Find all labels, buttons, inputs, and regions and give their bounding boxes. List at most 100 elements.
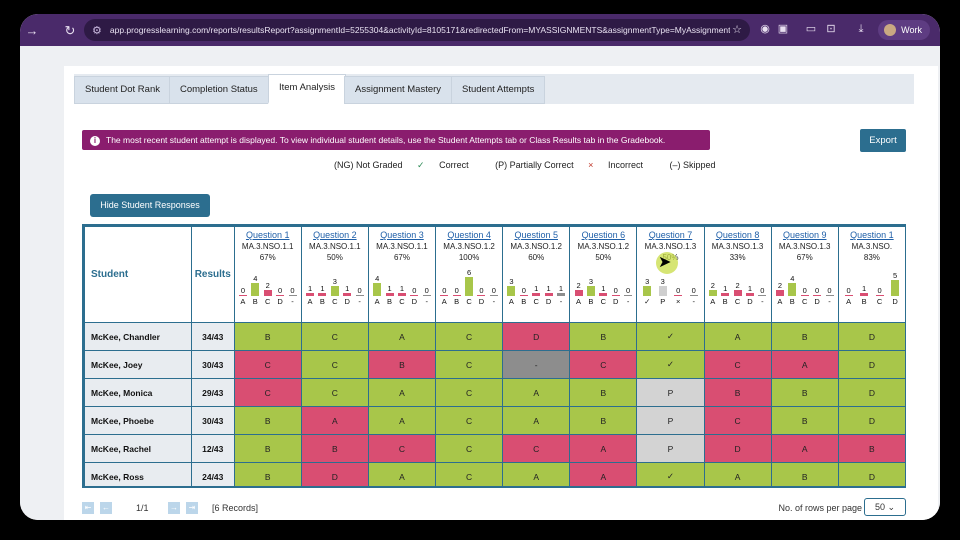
response-cell[interactable]: A <box>367 462 437 486</box>
response-cell[interactable]: C <box>367 434 437 463</box>
tab-completion-status[interactable]: Completion Status <box>169 76 269 104</box>
response-cell[interactable]: A <box>703 462 772 486</box>
rows-per-page-select[interactable]: 50 ⌄ <box>864 498 906 516</box>
response-cell[interactable]: P <box>636 434 705 463</box>
response-cell[interactable]: C <box>502 434 571 463</box>
response-cell[interactable]: C <box>435 322 504 351</box>
response-cell[interactable]: A <box>569 434 638 463</box>
response-cell[interactable]: A <box>367 378 437 407</box>
response-cell[interactable]: B <box>367 350 437 379</box>
response-cell[interactable]: C <box>233 350 302 379</box>
screen-share-icon[interactable]: ▭ <box>805 23 817 35</box>
response-cell[interactable]: B <box>770 378 839 407</box>
response-cell[interactable]: A <box>367 322 437 351</box>
response-cell[interactable]: B <box>233 434 302 463</box>
response-cell[interactable]: A <box>502 378 571 407</box>
question-link[interactable]: Question 9 <box>782 230 827 240</box>
response-cell[interactable]: B <box>770 322 839 351</box>
student-name[interactable]: McKee, Joey <box>84 350 192 379</box>
question-link[interactable]: Question 4 <box>447 230 491 240</box>
response-cell[interactable]: ✓ <box>636 350 705 379</box>
response-cell[interactable]: C <box>435 378 504 407</box>
reload-icon[interactable]: ↻ <box>64 23 76 38</box>
response-cell[interactable]: C <box>233 378 302 407</box>
response-cell[interactable]: A <box>300 406 369 435</box>
response-cell[interactable]: D <box>703 434 772 463</box>
puzzle-icon[interactable]: ▣ <box>777 23 789 35</box>
address-bar[interactable]: ⚙ app.progresslearning.com/reports/resul… <box>84 19 750 41</box>
last-page-icon[interactable]: ⇥ <box>186 502 198 514</box>
student-name[interactable]: McKee, Rachel <box>84 434 192 463</box>
extension-icon[interactable]: ◉ <box>760 23 770 35</box>
response-cell[interactable]: D <box>300 462 369 486</box>
response-cell[interactable]: C <box>703 350 772 379</box>
profile-chip[interactable]: Work <box>878 20 930 40</box>
response-cell[interactable]: B <box>569 322 638 351</box>
response-cell[interactable]: D <box>837 378 906 407</box>
response-cell[interactable]: D <box>837 322 906 351</box>
response-cell[interactable]: C <box>300 378 369 407</box>
response-cell[interactable]: C <box>300 350 369 379</box>
hide-student-responses-button[interactable]: Hide Student Responses <box>90 194 210 217</box>
response-cell[interactable]: A <box>703 322 772 351</box>
student-name[interactable]: McKee, Phoebe <box>84 406 192 435</box>
next-page-icon[interactable]: → <box>168 502 180 514</box>
response-cell[interactable]: ✓ <box>636 322 705 351</box>
response-cell[interactable]: C <box>435 434 504 463</box>
question-link[interactable]: Question 1 <box>850 230 894 240</box>
response-cell[interactable]: D <box>837 462 906 486</box>
response-cell[interactable]: B <box>569 378 638 407</box>
response-cell[interactable]: P <box>636 406 705 435</box>
response-cell[interactable]: C <box>300 322 369 351</box>
prev-page-icon[interactable]: ← <box>100 502 112 514</box>
response-cell[interactable]: B <box>569 406 638 435</box>
response-cell[interactable]: A <box>569 462 638 486</box>
response-cell[interactable]: B <box>770 462 839 486</box>
response-cell[interactable]: D <box>837 406 906 435</box>
response-cell[interactable]: C <box>435 350 504 379</box>
student-name[interactable]: McKee, Ross <box>84 462 192 486</box>
question-link[interactable]: Question 2 <box>313 230 357 240</box>
download-icon[interactable]: ⤓ <box>858 23 864 35</box>
response-cell[interactable]: D <box>502 322 571 351</box>
response-cell[interactable]: B <box>233 322 302 351</box>
response-cell[interactable]: C <box>435 406 504 435</box>
tab-student-attempts[interactable]: Student Attempts <box>451 76 546 104</box>
response-cell[interactable]: D <box>837 350 906 379</box>
response-cell[interactable]: A <box>770 350 839 379</box>
response-cell[interactable]: P <box>636 378 705 407</box>
response-cell[interactable]: A <box>502 462 571 486</box>
back-arrow-icon[interactable]: → <box>25 23 39 38</box>
question-link[interactable]: Question 6 <box>581 230 626 240</box>
response-cell[interactable]: ✓ <box>636 462 705 486</box>
response-cell[interactable]: B <box>703 378 772 407</box>
student-name[interactable]: McKee, Chandler <box>84 322 192 351</box>
response-cell[interactable]: B <box>837 434 906 463</box>
response-cell[interactable]: C <box>435 462 504 486</box>
question-link[interactable]: Question 7 <box>648 230 693 240</box>
student-name[interactable]: McKee, Monica <box>84 378 192 407</box>
tab-assignment-mastery[interactable]: Assignment Mastery <box>344 76 453 104</box>
response-cell[interactable]: C <box>703 406 772 435</box>
question-link[interactable]: Question 3 <box>380 230 424 240</box>
question-link[interactable]: Question 8 <box>715 230 760 240</box>
tab-item-analysis[interactable]: Item Analysis <box>268 74 346 104</box>
bookmark-star-icon[interactable]: ☆ <box>732 24 742 36</box>
response-cell[interactable]: B <box>233 462 302 486</box>
response-cell[interactable]: - <box>502 350 571 379</box>
first-page-icon[interactable]: ⇤ <box>82 502 94 514</box>
response-cell[interactable]: B <box>770 406 839 435</box>
question-link[interactable]: Question 1 <box>245 230 290 240</box>
response-cell[interactable]: B <box>300 434 369 463</box>
site-settings-icon[interactable]: ⚙ <box>92 24 102 37</box>
bar-fill <box>489 295 498 296</box>
response-cell[interactable]: A <box>770 434 839 463</box>
response-cell[interactable]: B <box>233 406 302 435</box>
tab-student-dot-rank[interactable]: Student Dot Rank <box>74 76 171 104</box>
response-cell[interactable]: A <box>502 406 571 435</box>
response-cell[interactable]: C <box>569 350 638 379</box>
cast-icon[interactable]: ⊡ <box>826 23 836 35</box>
response-cell[interactable]: A <box>367 406 437 435</box>
question-link[interactable]: Question 5 <box>514 230 558 240</box>
export-button[interactable]: Export <box>860 129 906 152</box>
